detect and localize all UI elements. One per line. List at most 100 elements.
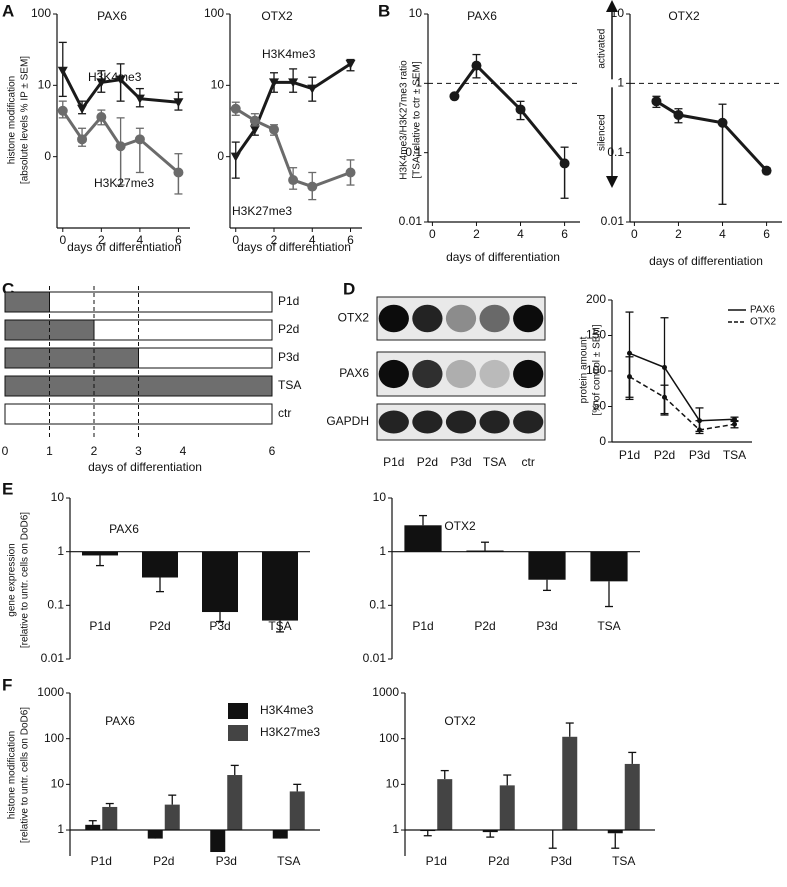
marker [627,350,632,356]
x-tick-label: TSA [612,854,635,868]
x-tick-label: 6 [763,227,770,241]
x-tick-label: 0 [59,233,66,247]
y-tick-label: 100 [31,6,51,20]
legend-label: H3K27me3 [260,725,320,739]
marker [96,78,107,88]
y-tick-label: 0.01 [41,651,65,665]
marker [662,364,667,370]
x-tick-label: TSA [597,619,620,633]
series-line [61,70,179,112]
y-tick-label: 0.01 [399,214,423,228]
bar [227,775,243,831]
x-axis-label: days of differentiation [649,254,763,268]
series-label: H3K27me3 [94,176,154,190]
marker [115,75,126,85]
y-tick-label: 10 [386,777,400,791]
x-tick-label: P2d [474,619,495,633]
y-axis-label: histone modification [7,731,18,819]
marker [717,117,728,128]
x-tick-label: 0 [631,227,638,241]
lane-label: P2d [417,455,438,469]
y-tick-label: 1 [57,544,64,558]
y-axis-label: gene expression [7,543,18,616]
x-axis-label: days of differentiation [88,460,202,474]
y-tick-label: 100 [586,363,606,377]
panel-letter: D [343,279,355,298]
x-tick-label: P3d [551,854,572,868]
x-tick-label: P1d [619,448,640,462]
y-axis-label: protein amount [579,336,590,403]
series-line [61,109,180,174]
marker [288,78,299,88]
chart-title: PAX6 [109,522,139,536]
bar [102,806,118,831]
bar [404,525,442,552]
marker [662,394,667,400]
y-tick-label: 50 [593,399,607,413]
blot-band [412,410,443,434]
annotation: silenced [597,114,608,151]
blot-band [445,359,477,389]
y-axis-label: [TSA relative to ctr ± SEM] [412,61,423,178]
marker [345,59,356,69]
y-tick-label: 100 [379,731,399,745]
y-tick-label: 10 [373,490,387,504]
series-line [629,352,735,422]
x-tick-label: P1d [412,619,433,633]
legend-swatch [228,725,248,741]
chart-title: PAX6 [105,714,135,728]
x-tick-label: 4 [180,444,187,458]
marker [673,109,684,120]
blot-band [479,410,510,434]
x-tick-label: 0 [429,227,436,241]
blot-band [513,304,544,333]
marker [269,124,279,135]
marker [515,104,526,115]
blot-band [513,359,544,389]
bar [624,763,640,831]
x-tick-label: TSA [268,619,291,633]
marker [345,167,356,178]
series-label: H3K4me3 [88,70,142,84]
x-tick-label: 2 [271,233,278,247]
x-tick-label: 2 [91,444,98,458]
marker [115,141,126,152]
y-tick-label: 100 [204,6,224,20]
bar [262,551,298,621]
y-tick-label: 200 [586,292,606,306]
chart-title: PAX6 [97,9,127,23]
x-tick-label: 0 [232,233,239,247]
chart-title: OTX2 [444,714,476,728]
x-tick-label: 2 [98,233,105,247]
x-tick-label: P1d [426,854,447,868]
bar [82,551,118,556]
y-tick-label: 0.1 [47,598,64,612]
y-tick-label: 0 [44,149,51,163]
row-label: P2d [278,322,299,336]
x-tick-label: P2d [149,619,170,633]
marker [559,158,570,169]
bar [590,551,628,582]
y-tick-label: 150 [586,328,606,342]
y-tick-label: 1 [392,822,399,836]
row-label: TSA [278,378,301,392]
x-tick-label: P3d [536,619,557,633]
y-tick-label: 10 [51,490,65,504]
marker [269,78,279,88]
bar [437,779,453,831]
y-axis-label: [relative to untr. cells on DoD6] [20,512,31,648]
y-axis-label: [relative to untr. cells on DoD6] [20,707,31,843]
marker [57,66,68,76]
blot-band [378,410,409,434]
x-tick-label: 4 [517,227,524,241]
panel-letter: B [378,1,390,20]
y-tick-label: 10 [51,777,65,791]
x-axis-label: days of differentiation [446,250,560,264]
x-tick-label: 0 [2,444,9,458]
marker [471,60,482,71]
y-axis-label: H3K4me3/H3K27me3 ratio [399,60,410,180]
lane-label: TSA [483,455,506,469]
x-tick-label: 6 [269,444,276,458]
row-label: GAPDH [326,414,369,428]
bar [289,791,305,831]
